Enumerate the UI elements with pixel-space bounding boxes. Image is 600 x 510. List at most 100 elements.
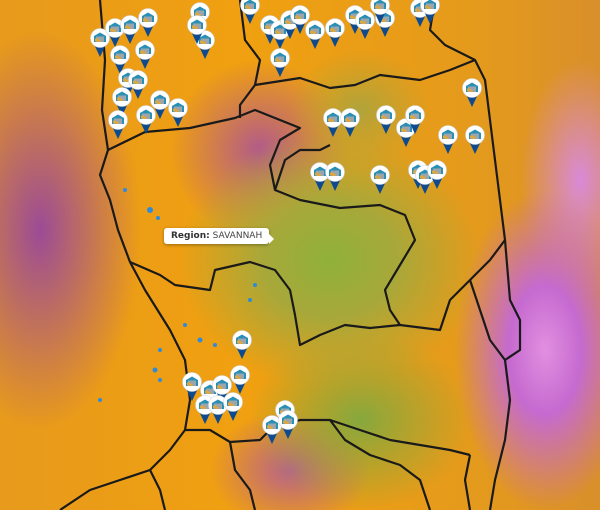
warehouse-icon (370, 165, 390, 194)
warehouse-marker[interactable] (240, 0, 260, 25)
border-path (59, 0, 192, 510)
warehouse-icon (278, 410, 298, 439)
border-path (185, 418, 471, 457)
warehouse-icon (405, 105, 425, 134)
warehouse-icon (223, 392, 243, 421)
warehouse-marker[interactable] (128, 70, 148, 100)
warehouse-icon (325, 18, 345, 47)
warehouse-marker[interactable] (135, 40, 155, 70)
warehouse-icon (370, 0, 390, 24)
border-path (238, 0, 262, 118)
warehouse-marker[interactable] (232, 330, 252, 360)
warehouse-marker[interactable] (230, 365, 250, 395)
warehouse-marker[interactable] (462, 78, 482, 108)
warehouse-marker[interactable] (420, 0, 440, 25)
warehouse-marker[interactable] (90, 28, 110, 58)
warehouse-icon (150, 90, 170, 119)
warehouse-icon (340, 108, 360, 137)
warehouse-marker[interactable] (465, 125, 485, 155)
warehouse-icon (182, 372, 202, 401)
warehouse-marker[interactable] (376, 105, 396, 135)
warehouse-icon (135, 40, 155, 69)
warehouse-marker[interactable] (223, 392, 243, 422)
warehouse-icon (420, 0, 440, 24)
warehouse-icon (108, 110, 128, 139)
warehouse-icon (212, 375, 232, 404)
warehouse-icon (462, 78, 482, 107)
warehouse-marker[interactable] (355, 10, 375, 40)
warehouse-marker[interactable] (187, 15, 207, 45)
warehouse-icon (465, 125, 485, 154)
warehouse-marker[interactable] (108, 110, 128, 140)
warehouse-marker[interactable] (278, 410, 298, 440)
border-path (107, 0, 507, 332)
warehouse-marker[interactable] (168, 98, 188, 128)
warehouse-icon (270, 48, 290, 77)
border-path (273, 144, 331, 191)
warehouse-icon (232, 330, 252, 359)
warehouse-icon (325, 162, 345, 191)
warehouse-marker[interactable] (105, 18, 125, 48)
warehouse-marker[interactable] (110, 45, 130, 75)
border-path (149, 469, 167, 510)
warehouse-icon (187, 15, 207, 44)
warehouse-icon (208, 395, 228, 424)
tooltip-value: SAVANNAH (212, 231, 263, 241)
warehouse-icon (105, 18, 125, 47)
warehouse-marker[interactable] (120, 15, 140, 45)
warehouse-icon (138, 8, 158, 37)
warehouse-icon (355, 10, 375, 39)
warehouse-icon (168, 98, 188, 127)
warehouse-icon (128, 70, 148, 99)
warehouse-icon (120, 15, 140, 44)
region-tooltip: Region: SAVANNAH (164, 228, 275, 244)
warehouse-icon (230, 365, 250, 394)
border-path (329, 419, 432, 510)
warehouse-marker[interactable] (310, 162, 330, 192)
water-bodies (98, 188, 257, 402)
warehouse-marker[interactable] (290, 5, 310, 35)
border-path (503, 239, 522, 361)
warehouse-marker[interactable] (208, 395, 228, 425)
warehouse-marker[interactable] (182, 372, 202, 402)
warehouse-marker[interactable] (195, 30, 215, 60)
warehouse-icon (305, 20, 325, 49)
warehouse-marker[interactable] (270, 48, 290, 78)
warehouse-icon (262, 415, 282, 444)
warehouse-marker[interactable] (325, 162, 345, 192)
warehouse-marker[interactable] (427, 160, 447, 190)
warehouse-icon (310, 162, 330, 191)
warehouse-marker[interactable] (438, 125, 458, 155)
warehouse-marker[interactable] (212, 375, 232, 405)
warehouse-marker[interactable] (112, 87, 132, 117)
border-path (129, 260, 401, 347)
warehouse-marker[interactable] (305, 20, 325, 50)
warehouse-icon (110, 45, 130, 74)
warehouse-marker[interactable] (340, 108, 360, 138)
warehouse-icon (90, 28, 110, 57)
tooltip-label: Region: (171, 231, 210, 241)
warehouse-marker[interactable] (138, 8, 158, 38)
warehouse-marker[interactable] (150, 90, 170, 120)
warehouse-icon (195, 30, 215, 59)
warehouse-marker[interactable] (136, 105, 156, 135)
warehouse-marker[interactable] (370, 165, 390, 195)
warehouse-marker[interactable] (325, 18, 345, 48)
warehouse-marker[interactable] (370, 0, 390, 25)
warehouse-icon (438, 125, 458, 154)
warehouse-icon (290, 5, 310, 34)
warehouse-icon (427, 160, 447, 189)
warehouse-icon (240, 0, 260, 24)
border-path (463, 454, 472, 510)
warehouse-icon (323, 108, 343, 137)
warehouse-marker[interactable] (323, 108, 343, 138)
warehouse-icon (376, 105, 396, 134)
warehouse-marker[interactable] (262, 415, 282, 445)
border-path (228, 441, 257, 510)
border-path (468, 279, 512, 510)
warehouse-marker[interactable] (405, 105, 425, 135)
border-path (254, 58, 476, 90)
warehouse-icon (136, 105, 156, 134)
